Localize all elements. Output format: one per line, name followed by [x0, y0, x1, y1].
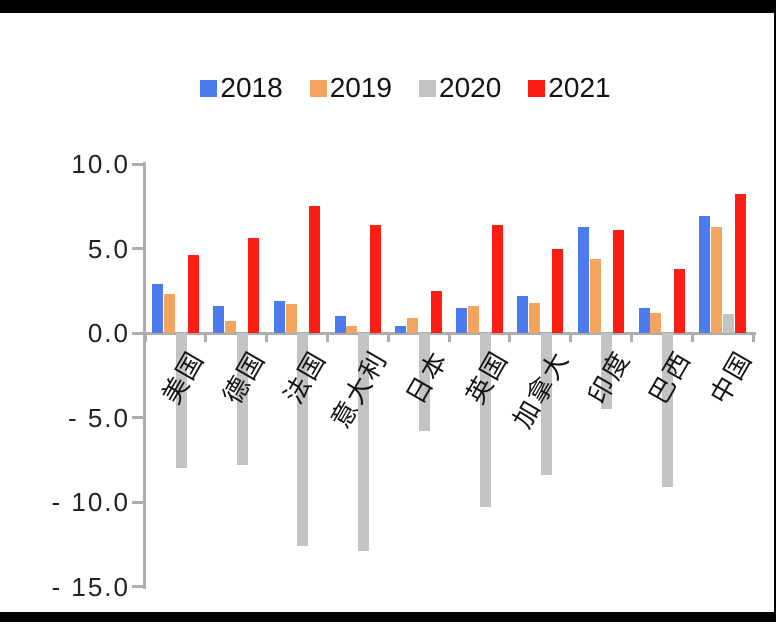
x-tick-mark [690, 334, 694, 342]
x-tick-mark [386, 334, 390, 342]
bar-2021 [552, 248, 564, 333]
x-tick-mark [508, 334, 512, 342]
bar-2021 [309, 206, 321, 333]
x-axis-line [143, 331, 756, 335]
y-tick-label: - 10.0 [51, 487, 130, 517]
bar-2019 [224, 321, 236, 333]
legend-label: 2018 [220, 72, 283, 103]
legend-swatch-2020 [419, 79, 436, 97]
legend-item: 2020 [419, 73, 501, 103]
bar-2019 [589, 258, 601, 333]
legend-swatch-2021 [528, 79, 546, 97]
bar-2018 [638, 307, 650, 333]
legend-swatch-2018 [200, 79, 218, 97]
x-tick-mark [447, 334, 451, 342]
x-tick-mark [265, 334, 269, 342]
legend-label: 2021 [548, 72, 611, 103]
x-tick-mark [629, 334, 633, 342]
bar-2020 [540, 333, 552, 475]
x-tick-mark [569, 334, 573, 342]
y-tick-mark [132, 416, 144, 419]
bar-2020 [175, 333, 187, 469]
y-axis-line [143, 162, 146, 589]
bar-2018 [152, 283, 164, 333]
y-tick-mark [132, 331, 144, 335]
bar-2018 [213, 305, 224, 333]
x-tick-mark [751, 334, 755, 342]
bar-2020 [236, 333, 248, 465]
bar-2019 [285, 304, 297, 333]
y-tick-label: 0.0 [87, 318, 130, 348]
bar-2019 [711, 226, 723, 333]
legend-swatch-2019 [309, 79, 327, 97]
y-tick-mark [132, 162, 144, 166]
bar-2021 [187, 255, 199, 333]
legend-item: 2021 [528, 72, 611, 103]
bar-2021 [370, 224, 381, 333]
bar-2019 [468, 305, 479, 333]
bar-2021 [613, 229, 625, 333]
legend-item: 2019 [309, 72, 392, 103]
legend-label: 2020 [439, 72, 502, 103]
bar-2018 [273, 300, 285, 333]
bar-2020 [479, 333, 491, 508]
y-tick-label: - 5.0 [67, 402, 130, 433]
bar-2021 [674, 268, 685, 333]
y-tick-label: 5.0 [87, 233, 130, 264]
chart-legend: 2018 2019 2020 2021 [0, 70, 776, 106]
x-tick-mark [325, 334, 329, 342]
bar-2018 [395, 326, 407, 333]
y-tick-mark [132, 500, 144, 504]
bar-2019 [407, 317, 419, 333]
bar-2018 [577, 226, 589, 333]
bar-2018 [517, 295, 528, 333]
y-tick-mark [132, 247, 144, 250]
figure-top-border [0, 0, 776, 13]
bar-2018 [699, 216, 711, 333]
bar-2020 [723, 314, 734, 333]
bar-2020 [601, 333, 613, 410]
x-tick-mark [204, 334, 208, 342]
legend-item: 2018 [200, 72, 283, 103]
bar-2019 [164, 294, 175, 333]
bar-2019 [650, 312, 662, 333]
bar-2021 [430, 290, 442, 333]
bar-2019 [528, 302, 540, 333]
bar-2020 [419, 333, 430, 432]
figure-bottom-border [0, 612, 776, 622]
bar-2018 [456, 307, 468, 333]
legend-label: 2019 [329, 72, 392, 103]
bar-2019 [346, 326, 358, 333]
bar-2018 [334, 316, 346, 333]
bar-2021 [734, 194, 746, 333]
y-tick-mark [132, 585, 144, 588]
bar-2021 [248, 238, 260, 333]
bar-2021 [491, 224, 503, 333]
x-tick-mark [143, 334, 147, 342]
y-tick-label: - 15.0 [51, 571, 130, 602]
bar-2020 [358, 333, 370, 551]
bar-2020 [297, 333, 309, 546]
figure-right-border [774, 0, 776, 622]
bar-2020 [662, 333, 674, 487]
y-tick-label: 10.0 [71, 149, 130, 179]
